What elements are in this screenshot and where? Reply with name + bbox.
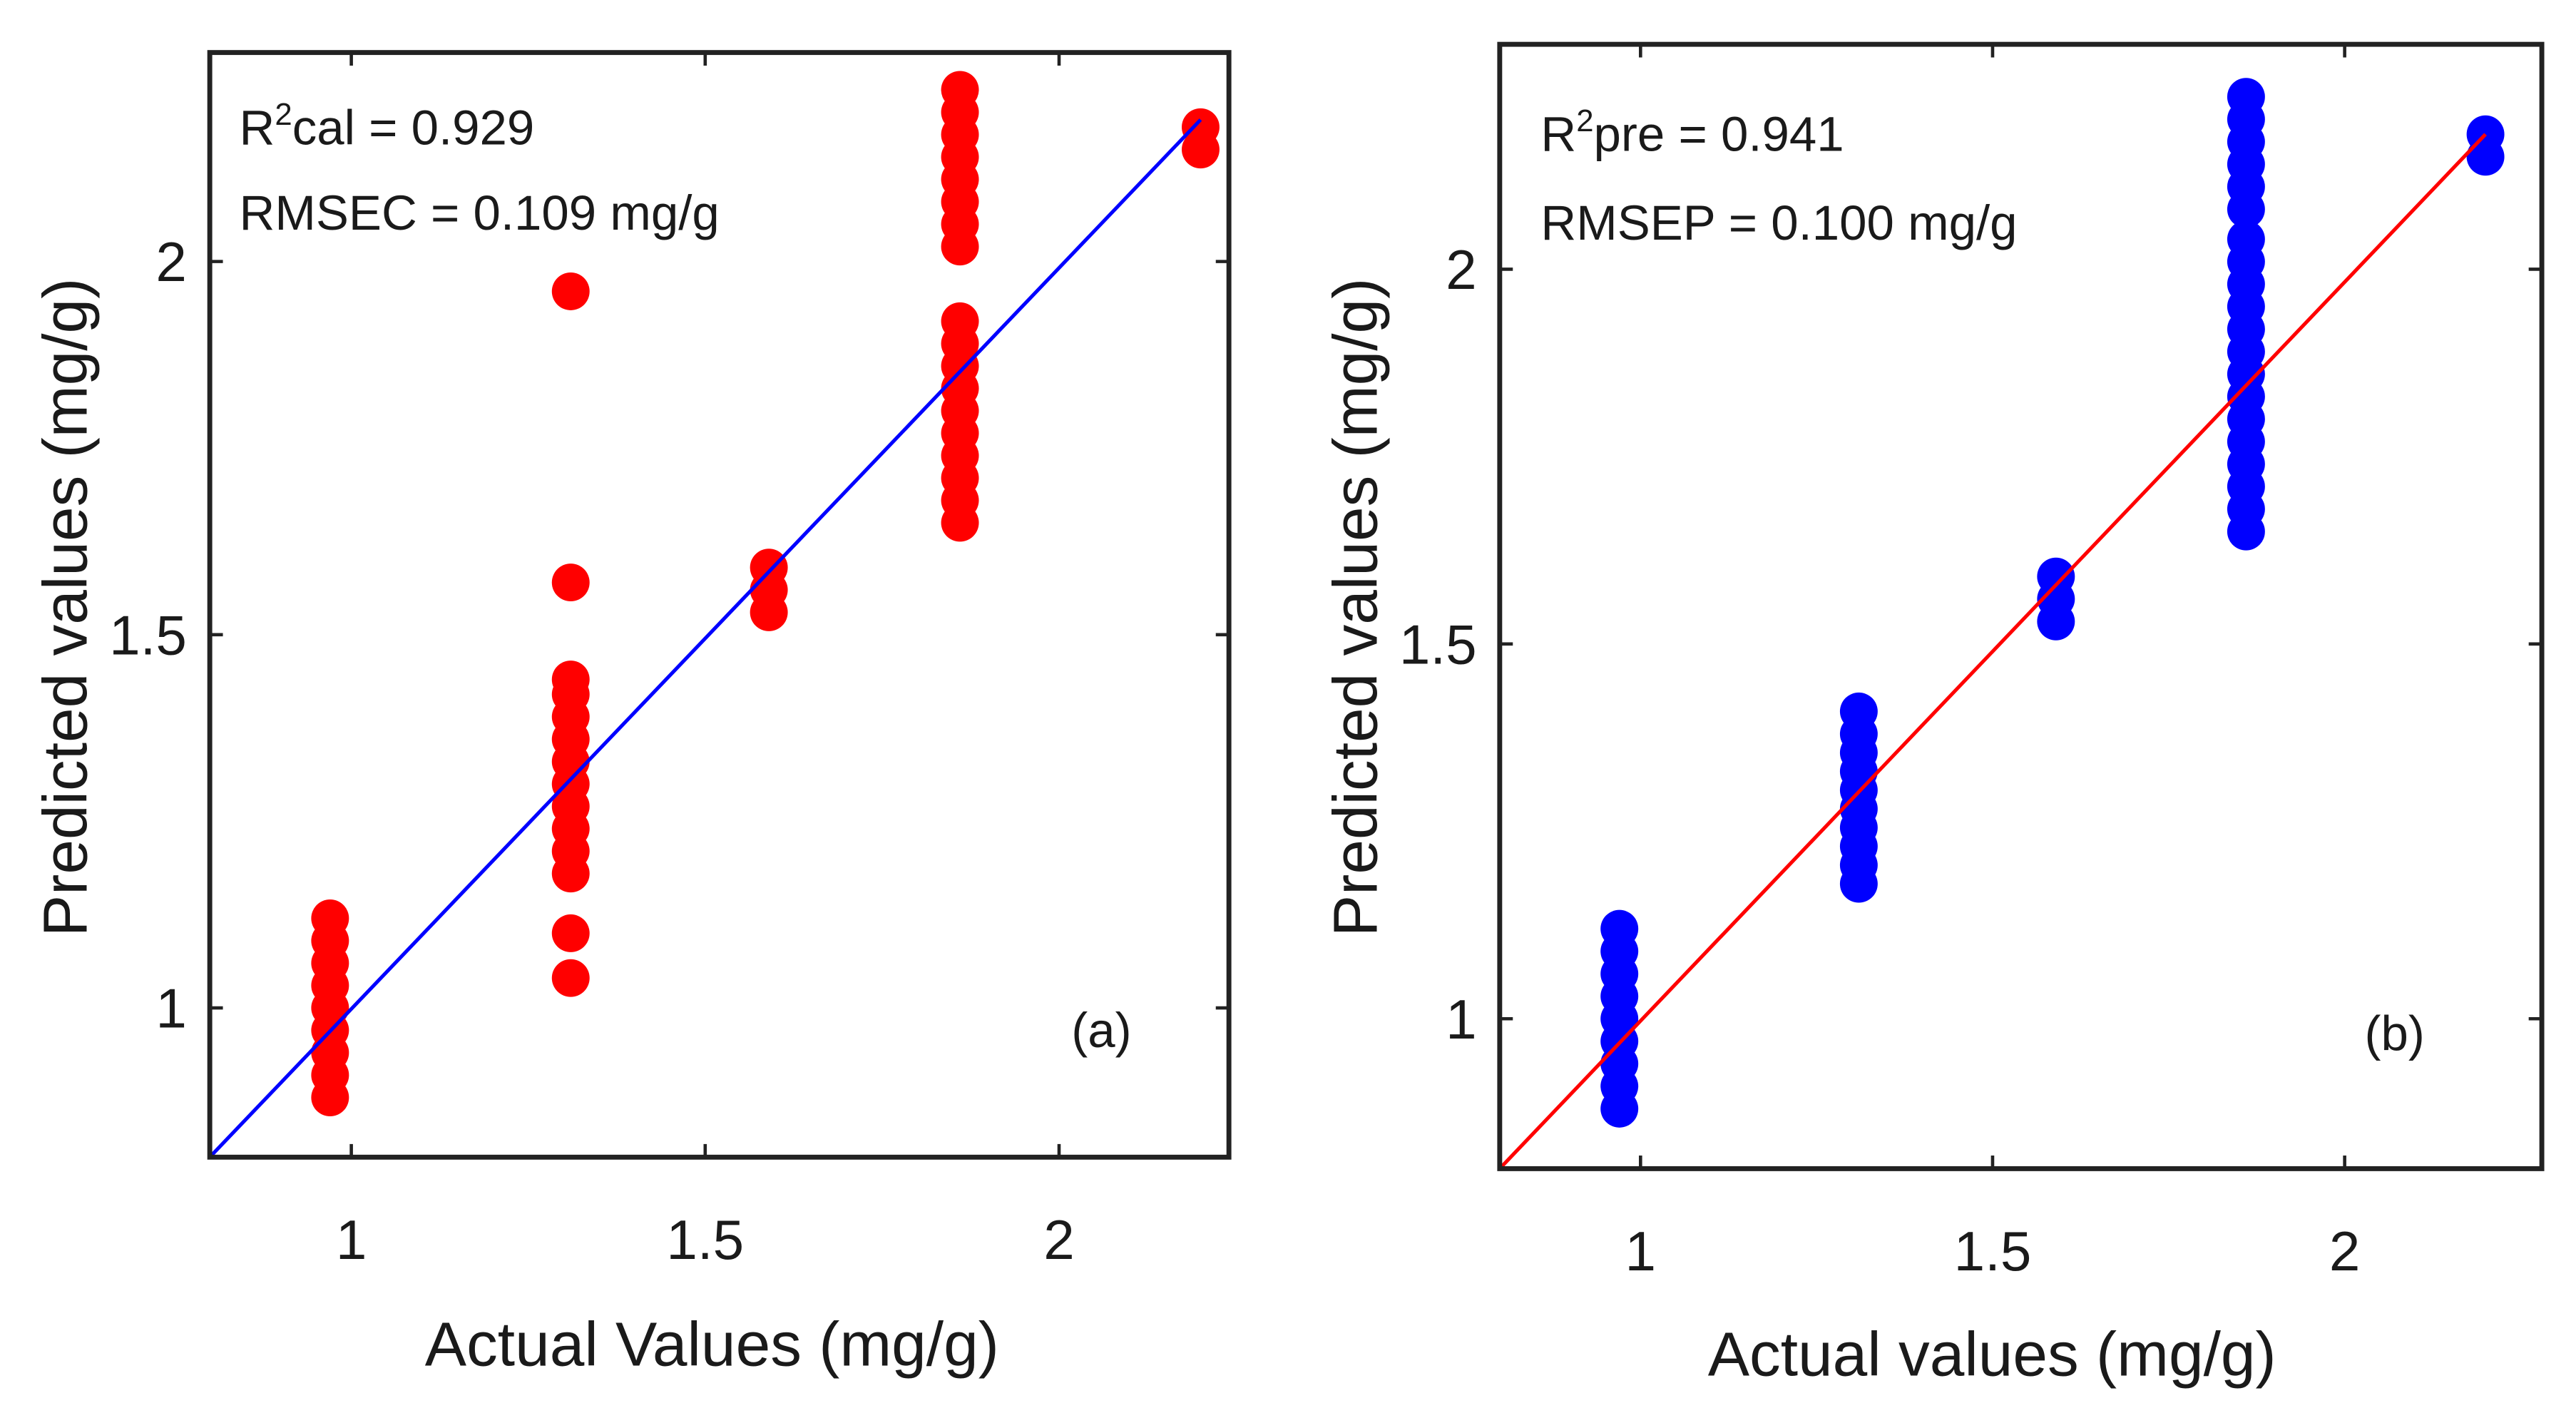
r2-annotation: R2cal = 0.929: [240, 97, 535, 155]
data-point: [2227, 78, 2265, 116]
fit-line: [1498, 133, 2487, 1171]
x-tick-label: 1.5: [666, 1208, 744, 1271]
data-point: [2227, 220, 2265, 258]
fit-line: [208, 118, 1202, 1159]
y-axis-label: Predicted values (mg/g): [1320, 278, 1390, 937]
x-tick-label: 1: [1625, 1220, 1657, 1282]
data-point: [311, 899, 349, 937]
data-point: [551, 959, 590, 997]
y-tick-label: 1.5: [1399, 613, 1477, 675]
y-tick-label: 1: [1446, 988, 1477, 1051]
panel-label: (a): [1071, 1003, 1131, 1058]
data-point: [1839, 692, 1878, 730]
data-point: [551, 661, 590, 699]
x-axis-label: Actual Values (mg/g): [425, 1310, 999, 1379]
rmse-annotation: RMSEC = 0.109 mg/g: [240, 185, 720, 240]
panel-label: (b): [2365, 1006, 2425, 1061]
data-point: [1600, 909, 1639, 948]
data-point: [750, 549, 788, 587]
x-axis-label: Actual values (mg/g): [1708, 1319, 2276, 1389]
y-tick-label: 1: [155, 977, 187, 1040]
y-tick-label: 2: [1446, 238, 1477, 301]
r2-annotation: R2pre = 0.941: [1540, 103, 1844, 162]
data-point: [551, 272, 590, 310]
y-tick-label: 2: [155, 230, 187, 293]
x-tick-label: 2: [1043, 1208, 1075, 1271]
axes-frame: [207, 50, 1232, 1160]
data-point: [551, 563, 590, 602]
x-tick-label: 1: [336, 1208, 367, 1271]
panel-b: 1 1.5 2 1 1.5 2 R2pre = 0.941 RMSEP = 0.100 m…: [1320, 41, 2545, 1389]
y-tick-label: 1.5: [109, 603, 187, 666]
data-point: [1182, 108, 1220, 146]
data-point: [941, 302, 979, 340]
data-point: [941, 71, 979, 109]
data-point: [2037, 557, 2075, 596]
x-tick-label: 2: [2329, 1220, 2361, 1282]
data-point: [551, 914, 590, 952]
panel-a: 1 1.5 2 1 1.5 2 R2cal = 0.929 RMSEC = 0.109 m…: [31, 50, 1232, 1379]
y-axis-label: Predicted values (mg/g): [31, 278, 101, 937]
x-tick-label: 1.5: [1954, 1220, 2032, 1282]
rmse-annotation: RMSEP = 0.100 mg/g: [1540, 195, 2017, 250]
axes-frame: [1497, 41, 2545, 1171]
